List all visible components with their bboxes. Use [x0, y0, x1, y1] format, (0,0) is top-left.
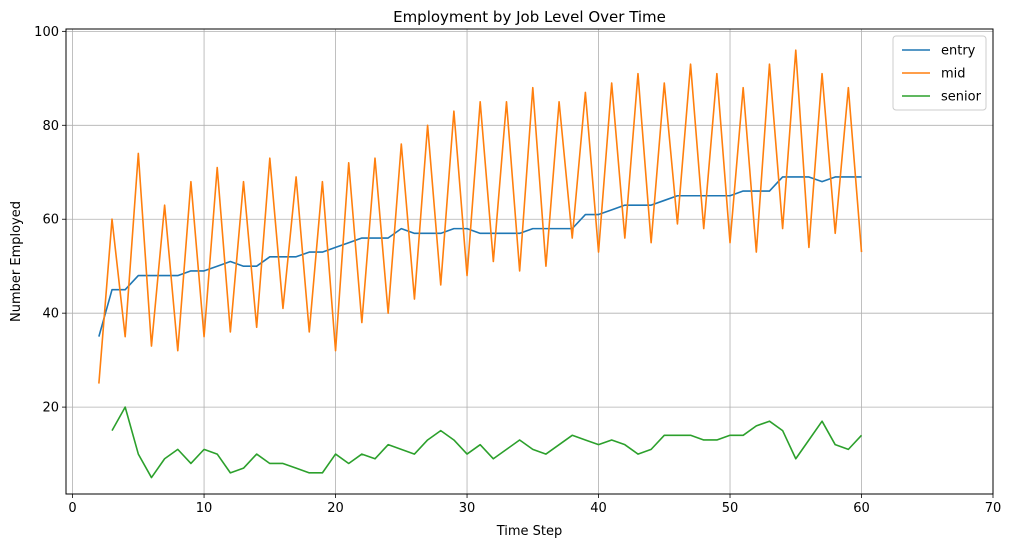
- legend-label-entry: entry: [941, 44, 976, 59]
- x-tick-label: 60: [853, 501, 870, 516]
- axis-ticks: 0 10 20 30 40 50 60 70 20 40 60 80 100: [34, 25, 1001, 516]
- series-line-senior: [111, 406, 863, 479]
- legend: entry mid senior: [892, 35, 987, 111]
- x-axis-title: Time Step: [496, 524, 563, 539]
- y-tick-label: 20: [42, 401, 59, 416]
- y-axis-title: Number Employed: [9, 201, 24, 322]
- legend-label-mid: mid: [941, 67, 966, 82]
- x-tick-label: 70: [985, 501, 1002, 516]
- y-tick-label: 100: [34, 25, 59, 40]
- series-lines: [98, 49, 863, 479]
- x-tick-label: 40: [590, 501, 607, 516]
- plot-area-frame: [65, 28, 994, 495]
- legend-box: [892, 35, 987, 111]
- y-tick-label: 80: [42, 119, 59, 134]
- series-line-mid: [98, 49, 863, 384]
- y-tick-label: 40: [42, 307, 59, 322]
- y-tick-label: 60: [42, 213, 59, 228]
- x-tick-label: 30: [459, 501, 476, 516]
- x-tick-label: 10: [196, 501, 213, 516]
- chart-title: Employment by Job Level Over Time: [393, 8, 666, 26]
- x-tick-label: 20: [327, 501, 344, 516]
- x-tick-label: 0: [68, 501, 76, 516]
- x-tick-label: 50: [722, 501, 739, 516]
- legend-label-senior: senior: [941, 90, 982, 105]
